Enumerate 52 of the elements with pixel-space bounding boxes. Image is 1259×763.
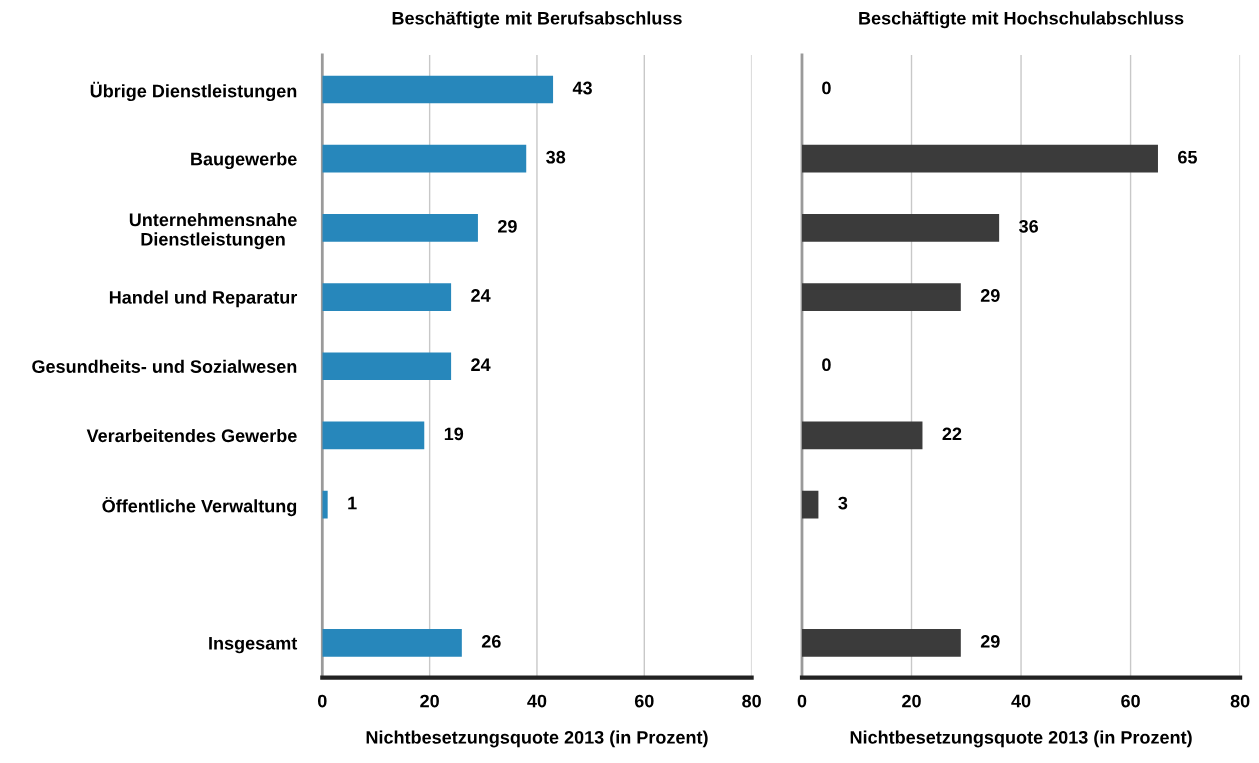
chart-title: Beschäftigte mit Hochschulabschluss — [859, 11, 1184, 29]
y-tick-label: Unternehmensnahe Dienstleistungen — [129, 212, 297, 250]
x-tick-label: 40 — [1011, 694, 1031, 708]
data-label: 26 — [481, 635, 501, 648]
y-tick-label: Handel und Reparatur — [109, 290, 298, 308]
data-label: 38 — [546, 150, 566, 164]
bar — [801, 214, 1000, 242]
data-label: 3 — [838, 496, 848, 510]
y-tick-label: Öffentliche Verwaltung — [102, 496, 297, 517]
bar — [801, 490, 819, 519]
y-tick-label: Gesundheits- und Sozialwesen — [32, 359, 297, 373]
bar — [801, 421, 923, 450]
bar — [322, 629, 462, 657]
bar — [322, 75, 554, 104]
data-label: 43 — [572, 81, 592, 95]
y-tick-label: Verarbeitendes Gewerbe — [86, 428, 297, 443]
bar — [322, 144, 527, 173]
x-tick-label: 80 — [742, 694, 761, 708]
data-label: 24 — [471, 289, 491, 302]
bar — [801, 144, 1158, 173]
data-label: 0 — [822, 358, 831, 372]
x-tick-label: 0 — [797, 694, 807, 708]
bar — [322, 214, 478, 242]
x-tick-label: 60 — [634, 694, 654, 708]
bar — [322, 283, 452, 311]
x-tick-label: 0 — [318, 694, 327, 708]
y-tick-label: Insgesamt — [209, 637, 298, 654]
data-label: 19 — [444, 427, 464, 441]
x-axis-title: Nichtbesetzungsquote 2013 (in Prozent) — [366, 730, 708, 748]
y-tick-label: Übrige Dienstleistungen — [90, 81, 297, 102]
x-tick-label: 20 — [420, 694, 439, 708]
bar — [801, 629, 961, 657]
bar — [322, 352, 452, 381]
x-tick-label: 20 — [902, 694, 921, 708]
data-label: 0 — [822, 81, 831, 95]
data-label: 1 — [348, 496, 357, 510]
bar — [322, 490, 328, 519]
data-label: 29 — [498, 219, 517, 233]
bar — [322, 421, 425, 450]
data-label: 65 — [1178, 150, 1197, 164]
data-label: 29 — [980, 635, 1000, 648]
data-label: 36 — [1019, 219, 1039, 233]
data-label: 24 — [471, 358, 491, 371]
chart-title: Beschäftigte mit Berufsabschluss — [392, 11, 682, 29]
x-tick-label: 60 — [1121, 694, 1140, 708]
data-label: 29 — [980, 289, 1000, 302]
data-label: 22 — [942, 427, 962, 441]
bar — [801, 283, 961, 311]
y-tick-label: Baugewerbe — [191, 152, 297, 170]
x-tick-label: 80 — [1230, 694, 1250, 708]
x-axis-title: Nichtbesetzungsquote 2013 (in Prozent) — [850, 730, 1192, 748]
x-tick-label: 40 — [527, 694, 547, 708]
